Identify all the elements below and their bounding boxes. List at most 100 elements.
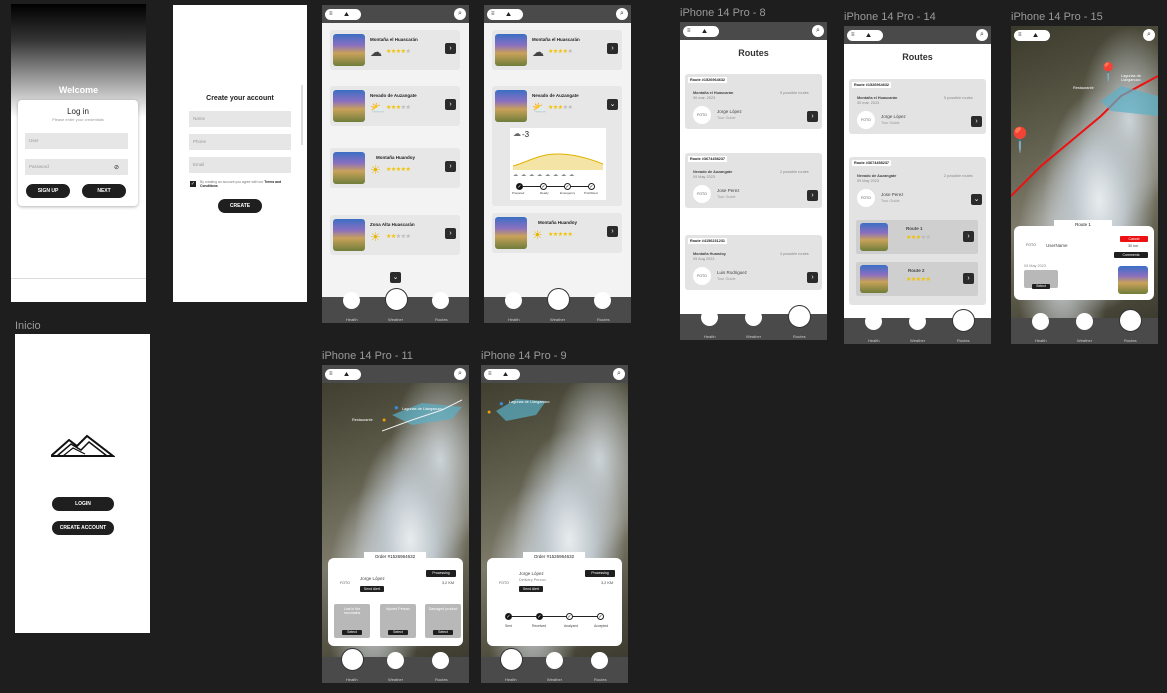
select-button[interactable]: Select	[342, 630, 362, 635]
guide-role: Tour Guide	[717, 277, 736, 281]
search-icon[interactable]: ⌕	[454, 368, 466, 380]
list-item[interactable]: Montaña Huandoy ☀ ★★★★★ ›	[330, 148, 460, 188]
cancel-button[interactable]: Cancel	[1120, 236, 1148, 242]
route-card[interactable]: Route #4156231231 Montaña Huandoy 05 Aug…	[685, 235, 822, 290]
create-button[interactable]: CREATE	[218, 199, 262, 213]
login-button[interactable]: LOGIN	[52, 497, 114, 511]
scrollbar[interactable]	[301, 85, 303, 145]
alert-option[interactable]: Injured Person Select	[380, 604, 416, 638]
chevron-right-icon[interactable]: ›	[963, 273, 974, 284]
menu-pill[interactable]: ≡ ⛰	[1014, 30, 1050, 41]
list-item[interactable]: Nevado de Auzangate ⛅ ★★★★★ ⌄ ☁ -3 ☁☁☁☁☁…	[492, 86, 622, 206]
send-alert-button[interactable]: Send Alert	[519, 586, 543, 592]
signup-button[interactable]: SIGN UP	[26, 184, 70, 198]
map-frame-11: ≡ ⛰ ⌕ ● Lagunas de Llanganuco Restaurante…	[322, 365, 469, 683]
health-tab[interactable]	[343, 292, 360, 309]
alert-option[interactable]: Lost in the mountains Select	[334, 604, 370, 638]
menu-pill[interactable]: ≡ ⛰	[683, 26, 719, 37]
route-option[interactable]: Route 1 ★★★★★ ›	[856, 220, 978, 254]
weather-tab[interactable]	[547, 288, 570, 311]
menu-pill[interactable]: ≡ ⛰	[487, 9, 523, 20]
step-label: Prepared	[512, 191, 525, 195]
search-icon[interactable]: ⌕	[976, 29, 988, 41]
chevron-right-icon[interactable]: ›	[971, 116, 982, 127]
chevron-right-icon[interactable]: ›	[607, 226, 618, 237]
list-item[interactable]: Montaña el Huascarán ☁ ★★★★★ ›	[330, 30, 460, 70]
health-tab[interactable]	[1032, 313, 1049, 330]
routes-tab[interactable]	[432, 652, 449, 669]
weather-tab[interactable]	[1076, 313, 1093, 330]
menu-pill[interactable]: ≡ ⛰	[325, 9, 361, 20]
weather-tab[interactable]	[909, 313, 926, 330]
phone-input[interactable]: Phone	[189, 134, 291, 150]
route-place: Nevado de Auzangate	[857, 174, 897, 178]
chevron-right-icon[interactable]: ›	[963, 231, 974, 242]
create-account-button[interactable]: CREATE ACCOUNT	[52, 521, 114, 535]
route-card-expanded[interactable]: Route #3674458237 Nevado de Auzangate 09…	[849, 157, 986, 305]
chevron-right-icon[interactable]: ›	[445, 228, 456, 239]
menu-pill[interactable]: ≡ ⛰	[325, 369, 361, 380]
next-button[interactable]: NEXT	[82, 184, 126, 198]
health-tab[interactable]	[505, 292, 522, 309]
step-dot: ✓	[516, 183, 523, 190]
routes-tab[interactable]	[594, 292, 611, 309]
routes-tab[interactable]	[591, 652, 608, 669]
search-icon[interactable]: ⌕	[616, 8, 628, 20]
terms-checkbox[interactable]: ✓	[190, 181, 196, 187]
list-item[interactable]: Montaña el Huascarán ☁ ★★★★★ ›	[492, 30, 622, 70]
comments-button[interactable]: Comments	[1114, 252, 1148, 258]
restaurant-pin-icon: ●	[382, 417, 387, 424]
select-button[interactable]: Select	[433, 630, 453, 635]
search-icon[interactable]: ⌕	[454, 8, 466, 20]
search-icon[interactable]: ⌕	[613, 368, 625, 380]
email-input[interactable]: Email	[189, 157, 291, 173]
send-alert-button[interactable]: Send Alert	[360, 586, 384, 592]
chevron-down-icon[interactable]: ⌄	[607, 99, 618, 110]
name-input[interactable]: Name	[189, 111, 291, 127]
search-icon[interactable]: ⌕	[1143, 29, 1155, 41]
chevron-down-icon[interactable]: ⌄	[390, 272, 401, 283]
weather-tab[interactable]	[387, 652, 404, 669]
chevron-right-icon[interactable]: ›	[445, 43, 456, 54]
alert-option[interactable]: Damaged product Select	[425, 604, 461, 638]
list-item[interactable]: Nevado de Auzangate ⛅ ★★★★★ ›	[330, 86, 460, 126]
menu-pill[interactable]: ≡ ⛰	[847, 30, 883, 41]
eye-off-icon[interactable]: ⊘	[114, 165, 120, 171]
password-input[interactable]: Password	[25, 159, 128, 175]
routes-tab[interactable]	[952, 309, 975, 332]
health-tab[interactable]	[865, 313, 882, 330]
weather-tab[interactable]	[745, 309, 762, 326]
route-card[interactable]: Route #1526964632 Montaña el Huascarán 3…	[849, 79, 986, 134]
chevron-down-icon[interactable]: ⌄	[971, 194, 982, 205]
search-icon[interactable]: ⌕	[812, 25, 824, 37]
health-tab[interactable]	[341, 648, 364, 671]
route-option[interactable]: Route 2 ★★★★★ ›	[856, 262, 978, 296]
routes-tab[interactable]	[432, 292, 449, 309]
health-tab[interactable]	[701, 309, 718, 326]
user-input[interactable]: User	[25, 133, 128, 149]
health-tab[interactable]	[500, 648, 523, 671]
chevron-right-icon[interactable]: ›	[807, 111, 818, 122]
chevron-right-icon[interactable]: ›	[807, 272, 818, 283]
select-button[interactable]: Select	[1032, 284, 1050, 289]
list-item[interactable]: Montaña Huandoy ☀ ★★★★★ ›	[492, 213, 622, 253]
select-button[interactable]: Select	[388, 630, 408, 635]
routes-tab[interactable]	[788, 305, 811, 328]
chevron-right-icon[interactable]: ›	[445, 99, 456, 110]
weather-tab[interactable]	[385, 288, 408, 311]
route-card[interactable]: Route #1526964632 Montaña el Huascarán 3…	[685, 74, 822, 129]
routes-tab[interactable]	[1119, 309, 1142, 332]
progress-line	[520, 186, 592, 187]
route-count: 2 possible routes	[780, 170, 809, 174]
avatar: FOTO	[336, 574, 354, 592]
step-label: Ready	[540, 191, 549, 195]
list-item[interactable]: Zona Alta Huascarán ☀ ★★★★★ ›	[330, 215, 460, 255]
terms-text: By creating an account you agree with ou…	[200, 180, 282, 188]
route-card[interactable]: Route #3674458237 Nevado de Auzangate 09…	[685, 153, 822, 208]
menu-pill[interactable]: ≡ ⛰	[484, 369, 520, 380]
weather-tab[interactable]	[546, 652, 563, 669]
chevron-right-icon[interactable]: ›	[607, 43, 618, 54]
chevron-right-icon[interactable]: ›	[445, 161, 456, 172]
routes-label: Routes	[1124, 338, 1137, 343]
chevron-right-icon[interactable]: ›	[807, 190, 818, 201]
